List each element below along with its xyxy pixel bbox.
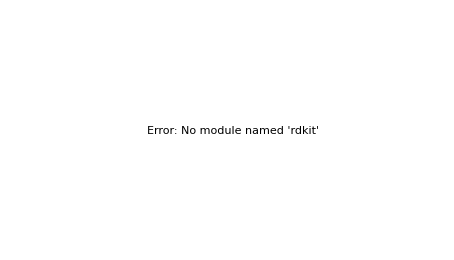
Text: Error: No module named 'rdkit': Error: No module named 'rdkit' bbox=[147, 126, 319, 136]
